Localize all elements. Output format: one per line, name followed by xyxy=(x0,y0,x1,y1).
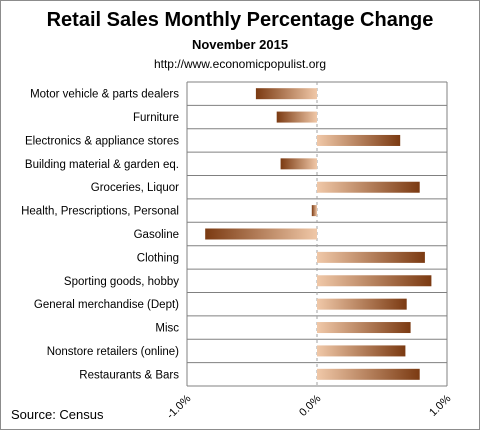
category-label: Health, Prescriptions, Personal xyxy=(21,206,179,218)
x-tick-label: -1.0% xyxy=(165,393,194,422)
category-label: Electronics & appliance stores xyxy=(25,135,179,147)
bar-12 xyxy=(317,345,406,357)
bar-2 xyxy=(276,111,317,123)
bar-4 xyxy=(280,158,317,170)
x-tick-label: 1.0% xyxy=(427,393,453,419)
category-label: Furniture xyxy=(133,112,179,124)
bar-7 xyxy=(205,228,317,240)
bar-5 xyxy=(317,181,420,193)
bar-1 xyxy=(255,88,317,100)
category-label: Restaurants & Bars xyxy=(79,369,179,381)
bar-9 xyxy=(317,275,432,287)
category-label: Clothing xyxy=(137,252,179,264)
category-label: Groceries, Liquor xyxy=(91,182,179,194)
chart-subtitle: November 2015 xyxy=(191,37,289,52)
bar-11 xyxy=(317,322,411,334)
bar-6 xyxy=(311,205,317,217)
category-label: Gasoline xyxy=(134,229,179,241)
category-label: Building material & garden eq. xyxy=(25,159,179,171)
bar-13 xyxy=(317,368,420,380)
source-url: http://www.economicpopulist.org xyxy=(153,57,327,71)
category-label: General merchandise (Dept) xyxy=(34,299,179,311)
category-label: Nonstore retailers (online) xyxy=(47,346,179,358)
bar-10 xyxy=(317,298,407,310)
category-label: Misc xyxy=(155,323,179,335)
x-tick-label: 0.0% xyxy=(297,393,323,419)
category-label: Motor vehicle & parts dealers xyxy=(30,89,179,101)
bar-8 xyxy=(317,251,425,263)
category-label: Sporting goods, hobby xyxy=(64,276,179,288)
source-label: Source: Census xyxy=(11,407,104,422)
bar-3 xyxy=(317,134,401,146)
chart-title: Retail Sales Monthly Percentage Change xyxy=(46,9,434,31)
